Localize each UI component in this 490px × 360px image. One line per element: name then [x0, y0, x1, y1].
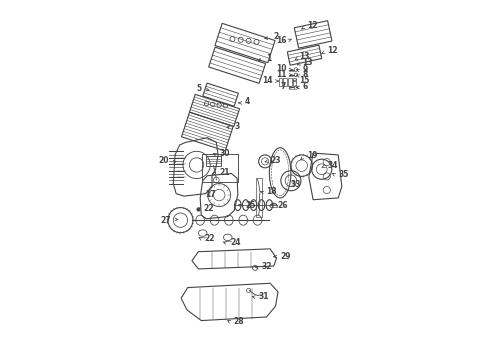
Text: 29: 29 — [280, 252, 291, 261]
Text: 28: 28 — [234, 317, 244, 326]
Text: 18: 18 — [267, 187, 277, 196]
Text: 11: 11 — [276, 70, 286, 79]
Text: 14: 14 — [263, 76, 273, 85]
Text: 2: 2 — [273, 32, 278, 41]
Text: 7: 7 — [281, 82, 286, 91]
Bar — [283, 78, 287, 86]
Text: 32: 32 — [261, 262, 271, 271]
Text: 12: 12 — [307, 21, 317, 30]
Text: 3: 3 — [234, 122, 240, 131]
Text: 22: 22 — [204, 204, 214, 213]
Text: 1: 1 — [267, 54, 272, 63]
Text: 9: 9 — [302, 65, 308, 74]
Text: 20: 20 — [158, 157, 169, 166]
Text: 13: 13 — [299, 53, 310, 62]
Text: 30: 30 — [219, 149, 230, 158]
Text: 27: 27 — [161, 216, 171, 225]
Text: 22: 22 — [205, 234, 215, 243]
Bar — [288, 78, 292, 86]
Bar — [206, 156, 220, 166]
Bar — [293, 78, 296, 86]
Text: 8: 8 — [302, 71, 308, 80]
Text: 17: 17 — [205, 190, 216, 199]
Text: 24: 24 — [230, 238, 241, 247]
Text: 23: 23 — [271, 156, 281, 165]
Text: 5: 5 — [197, 84, 202, 93]
Bar — [279, 78, 282, 86]
Text: 10: 10 — [276, 64, 286, 73]
Text: 35: 35 — [338, 170, 348, 179]
Text: 34: 34 — [327, 161, 338, 170]
Text: 15: 15 — [299, 76, 309, 85]
Text: 26: 26 — [277, 201, 288, 210]
Text: 33: 33 — [291, 180, 301, 189]
Text: 19: 19 — [307, 151, 317, 160]
Text: 4: 4 — [245, 97, 249, 106]
Text: 25: 25 — [245, 201, 255, 210]
Text: 13: 13 — [302, 58, 313, 67]
Text: 31: 31 — [259, 292, 269, 301]
Text: 12: 12 — [327, 46, 338, 55]
Bar — [202, 154, 238, 182]
Text: 16: 16 — [276, 36, 286, 45]
Text: 6: 6 — [302, 82, 308, 91]
Text: 21: 21 — [219, 168, 230, 177]
